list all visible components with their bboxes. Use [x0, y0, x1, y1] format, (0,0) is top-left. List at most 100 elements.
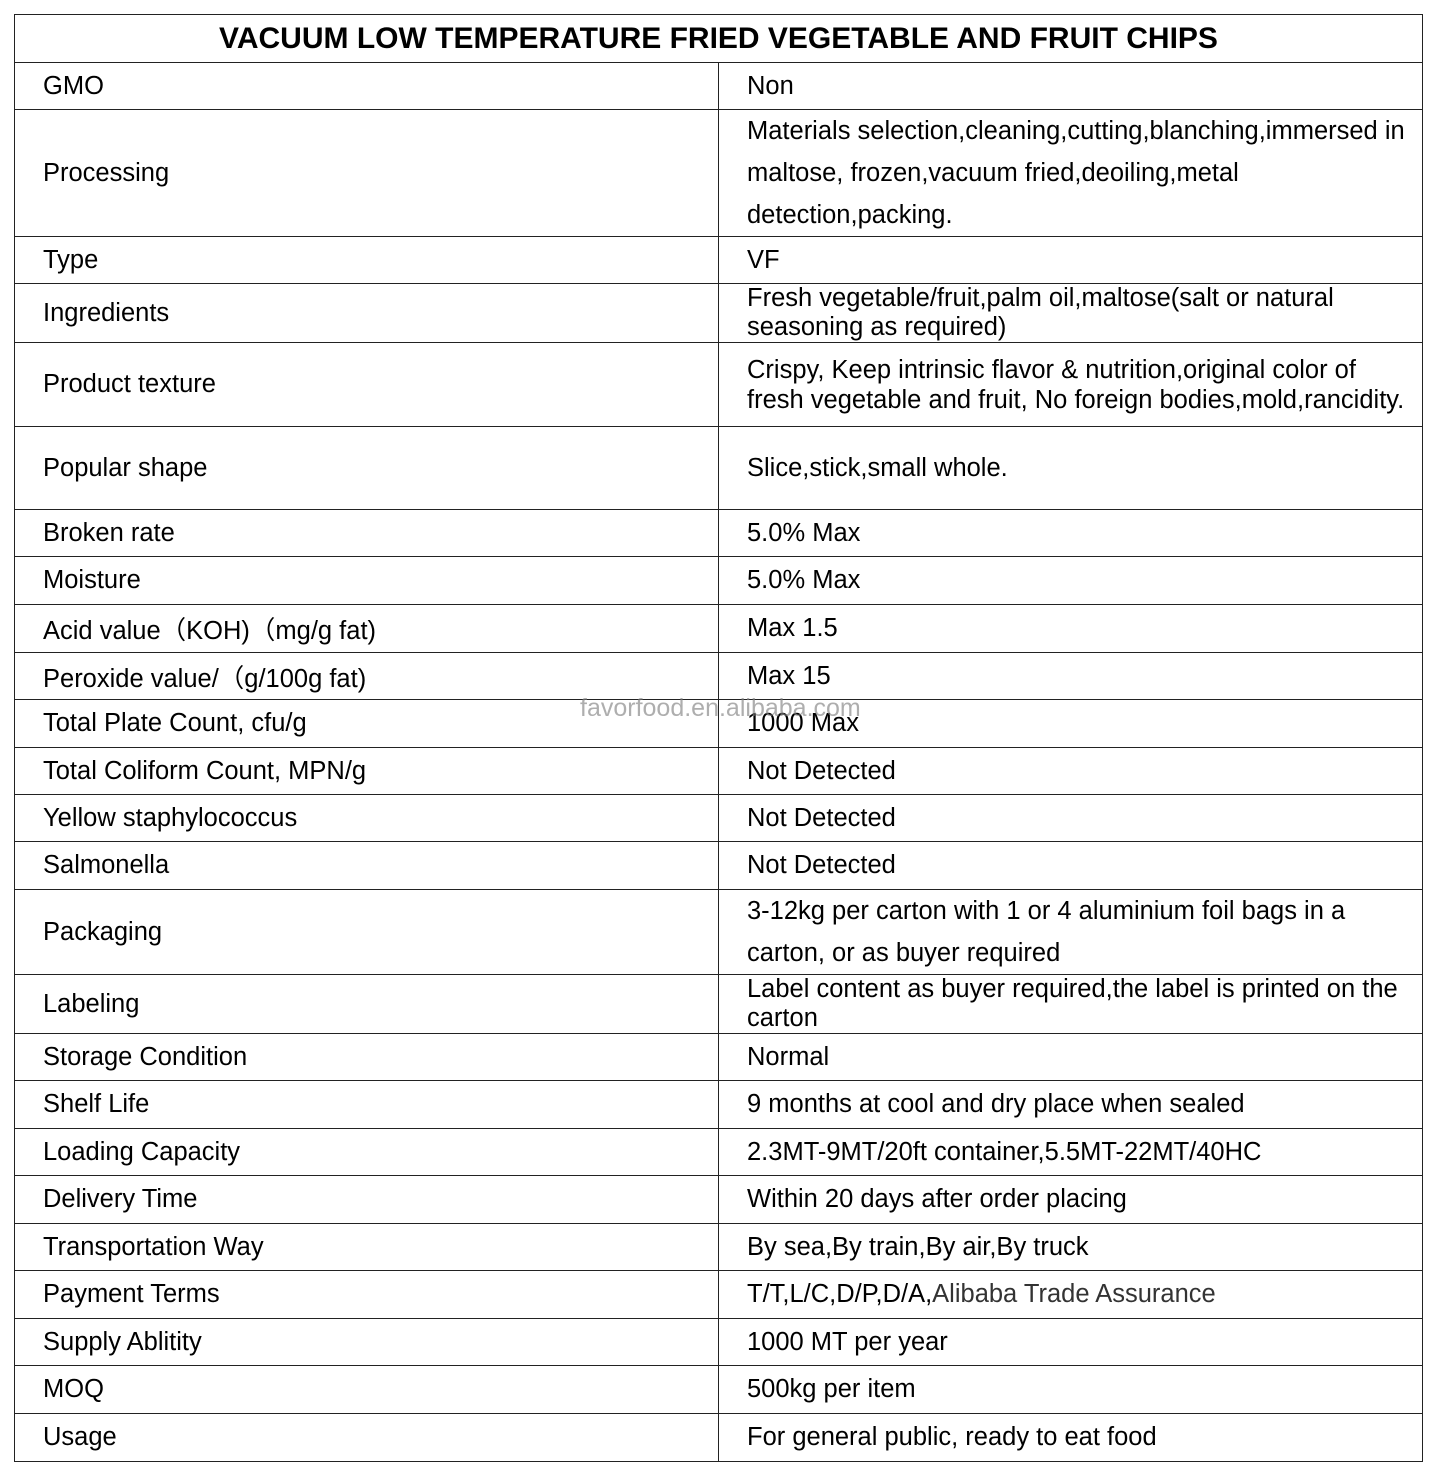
row-value-text: Not Detected	[747, 851, 896, 879]
row-value-text: Slice,stick,small whole.	[747, 453, 1008, 482]
row-label: Transportation Way	[14, 1223, 719, 1271]
row-value: 2.3MT-9MT/20ft container,5.5MT-22MT/40HC	[718, 1128, 1423, 1176]
row-label: GMO	[14, 62, 719, 110]
table-row: GMO Non	[14, 62, 1423, 110]
row-value-text: For general public, ready to eat food	[747, 1423, 1157, 1451]
table-row: Storage Condition Normal	[14, 1033, 1423, 1081]
row-label: Salmonella	[14, 841, 719, 890]
row-value-text: 1000 MT per year	[747, 1327, 948, 1356]
row-value-text: Materials selection,cleaning,cutting,bla…	[747, 117, 1405, 229]
table-row: Loading Capacity 2.3MT-9MT/20ft container…	[14, 1128, 1423, 1176]
row-value-text: Fresh vegetable/fruit,palm oil,maltose(s…	[747, 284, 1334, 341]
row-value-text: Not Detected	[747, 756, 896, 785]
table-row: Packaging 3-12kg per carton with 1 or 4 a…	[14, 889, 1423, 975]
row-value: Within 20 days after order placing	[718, 1175, 1423, 1224]
row-value: 500kg per item	[718, 1365, 1423, 1414]
row-label: Popular shape	[14, 426, 719, 510]
row-value: Crispy, Keep intrinsic flavor & nutritio…	[718, 342, 1423, 427]
row-label: Loading Capacity	[14, 1128, 719, 1176]
row-label: Shelf Life	[14, 1080, 719, 1129]
table-row: Type VF	[14, 236, 1423, 284]
row-value-text: 9 months at cool and dry place when seal…	[747, 1090, 1245, 1118]
row-label: Payment Terms	[14, 1270, 719, 1319]
title-row: VACUUM LOW TEMPERATURE FRIED VEGETABLE A…	[14, 14, 1423, 63]
row-value: 5.0% Max	[718, 509, 1423, 557]
row-value-text: By sea,By train,By air,By truck	[747, 1232, 1089, 1261]
row-label: Yellow staphylococcus	[14, 794, 719, 842]
table-row: Broken rate 5.0% Max	[14, 509, 1423, 557]
row-value: Normal	[718, 1033, 1423, 1081]
row-value: Fresh vegetable/fruit,palm oil,maltose(s…	[718, 283, 1423, 343]
row-label: Storage Condition	[14, 1033, 719, 1081]
row-value: 1000 Max	[718, 699, 1423, 748]
row-label: Acid value（KOH)（mg/g fat)	[14, 604, 719, 653]
table-row: Delivery Time Within 20 days after order …	[14, 1175, 1423, 1224]
row-value-text: 2.3MT-9MT/20ft container,5.5MT-22MT/40HC	[747, 1137, 1262, 1166]
table-row: Labeling Label content as buyer required,…	[14, 974, 1423, 1034]
table-row: Payment Terms T/T,L/C,D/P,D/A,Alibaba Tra…	[14, 1270, 1423, 1319]
row-label: Peroxide value/（g/100g fat)	[14, 652, 719, 700]
row-label: Total Plate Count, cfu/g	[14, 699, 719, 748]
table-row: MOQ 500kg per item	[14, 1365, 1423, 1414]
row-value-text: Normal	[747, 1042, 830, 1071]
table-title: VACUUM LOW TEMPERATURE FRIED VEGETABLE A…	[14, 14, 1423, 63]
table-row: Peroxide value/（g/100g fat) Max 15	[14, 652, 1423, 700]
row-value-text: 500kg per item	[747, 1375, 916, 1403]
table-row: Processing Materials selection,cleaning,c…	[14, 109, 1423, 237]
row-value-extra: Alibaba Trade Assurance	[932, 1280, 1216, 1308]
table-row: Moisture 5.0% Max	[14, 556, 1423, 605]
table-row: Total Coliform Count, MPN/g Not Detected	[14, 747, 1423, 795]
row-value-text: Max 15	[747, 661, 831, 690]
row-label: Processing	[14, 109, 719, 237]
row-value-text: Not Detected	[747, 803, 896, 832]
table-row: Popular shape Slice,stick,small whole.	[14, 426, 1423, 510]
row-value: Not Detected	[718, 794, 1423, 842]
row-label: MOQ	[14, 1365, 719, 1414]
row-value-text: Within 20 days after order placing	[747, 1185, 1127, 1213]
row-value: Slice,stick,small whole.	[718, 426, 1423, 510]
table-row: Yellow staphylococcus Not Detected	[14, 794, 1423, 842]
row-label: Broken rate	[14, 509, 719, 557]
row-value-text: Non	[747, 71, 794, 100]
row-value: Label content as buyer required,the labe…	[718, 974, 1423, 1034]
table-row: Shelf Life 9 months at cool and dry place…	[14, 1080, 1423, 1129]
table-row: Total Plate Count, cfu/g 1000 Max	[14, 699, 1423, 748]
row-value: 5.0% Max	[718, 556, 1423, 605]
row-value-text: VF	[747, 245, 780, 274]
spec-table: VACUUM LOW TEMPERATURE FRIED VEGETABLE A…	[14, 14, 1423, 1462]
row-label: Moisture	[14, 556, 719, 605]
row-value: Materials selection,cleaning,cutting,bla…	[718, 109, 1423, 237]
row-value: 9 months at cool and dry place when seal…	[718, 1080, 1423, 1129]
row-label: Labeling	[14, 974, 719, 1034]
row-label: Usage	[14, 1413, 719, 1462]
row-label: Ingredients	[14, 283, 719, 343]
table-row: Acid value（KOH)（mg/g fat) Max 1.5	[14, 604, 1423, 653]
row-value: 1000 MT per year	[718, 1318, 1423, 1366]
table-row: Salmonella Not Detected	[14, 841, 1423, 890]
row-value-text: Max 1.5	[747, 614, 838, 642]
row-value: For general public, ready to eat food	[718, 1413, 1423, 1462]
row-value: Not Detected	[718, 747, 1423, 795]
row-value-text: Label content as buyer required,the labe…	[747, 975, 1398, 1032]
table-row: Supply Ablitity 1000 MT per year	[14, 1318, 1423, 1366]
row-value: VF	[718, 236, 1423, 284]
row-label: Packaging	[14, 889, 719, 975]
row-label: Total Coliform Count, MPN/g	[14, 747, 719, 795]
row-value-text: Crispy, Keep intrinsic flavor & nutritio…	[747, 355, 1405, 414]
table-row: Usage For general public, ready to eat fo…	[14, 1413, 1423, 1462]
row-value: Max 1.5	[718, 604, 1423, 653]
table-row: Ingredients Fresh vegetable/fruit,palm oi…	[14, 283, 1423, 343]
row-value: 3-12kg per carton with 1 or 4 aluminium …	[718, 889, 1423, 975]
row-label: Product texture	[14, 342, 719, 427]
row-value-text: 5.0% Max	[747, 518, 861, 547]
row-value: Not Detected	[718, 841, 1423, 890]
row-label: Type	[14, 236, 719, 284]
table-row: Transportation Way By sea,By train,By air…	[14, 1223, 1423, 1271]
row-value: Non	[718, 62, 1423, 110]
row-value: Max 15	[718, 652, 1423, 700]
row-value: By sea,By train,By air,By truck	[718, 1223, 1423, 1271]
row-label: Supply Ablitity	[14, 1318, 719, 1366]
row-value-text: 5.0% Max	[747, 566, 861, 594]
row-value-text: 3-12kg per carton with 1 or 4 aluminium …	[747, 897, 1346, 967]
row-label: Delivery Time	[14, 1175, 719, 1224]
